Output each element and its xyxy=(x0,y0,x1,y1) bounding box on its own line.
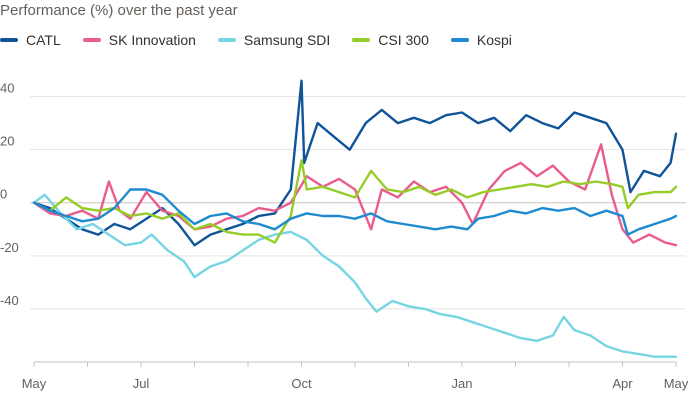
legend-swatch xyxy=(217,38,236,42)
x-tick-label: Apr xyxy=(612,376,633,391)
legend-item: Samsung SDI xyxy=(217,32,331,48)
x-tick-label: May xyxy=(664,376,689,391)
legend-swatch xyxy=(450,38,469,42)
y-tick-label: -40 xyxy=(0,293,19,308)
legend-label: SK Innovation xyxy=(108,32,196,48)
legend-item: CSI 300 xyxy=(352,32,429,48)
legend-label: CSI 300 xyxy=(378,32,429,48)
series-line-sk-innovation xyxy=(32,143,678,247)
series-line-catl xyxy=(32,79,678,247)
x-tick-label: Jul xyxy=(133,376,150,391)
y-tick-label: 20 xyxy=(0,134,14,149)
y-tick-label: 0 xyxy=(0,187,7,202)
legend-item: Kospi xyxy=(450,32,512,48)
x-tick-label: Jan xyxy=(452,376,473,391)
series-line-csi-300 xyxy=(32,159,678,244)
legend-swatch xyxy=(82,38,101,42)
legend-swatch xyxy=(0,38,18,42)
x-tick-label: May xyxy=(22,376,47,391)
chart-title: Performance (%) over the past year xyxy=(0,2,238,19)
series-line-samsung-sdi xyxy=(32,193,678,358)
legend-item: SK Innovation xyxy=(82,32,196,48)
legend-label: CATL xyxy=(26,32,61,48)
legend-swatch xyxy=(352,38,371,42)
x-tick-label: Oct xyxy=(291,376,312,391)
series-line-kospi xyxy=(32,188,678,236)
legend: CATL SK Innovation Samsung SDI CSI 300 Kospi xyxy=(0,32,534,48)
y-tick-label: 40 xyxy=(0,81,14,96)
legend-item: CATL xyxy=(0,32,61,48)
legend-label: Kospi xyxy=(476,32,512,48)
legend-label: Samsung SDI xyxy=(243,32,331,48)
y-tick-label: -20 xyxy=(0,240,19,255)
